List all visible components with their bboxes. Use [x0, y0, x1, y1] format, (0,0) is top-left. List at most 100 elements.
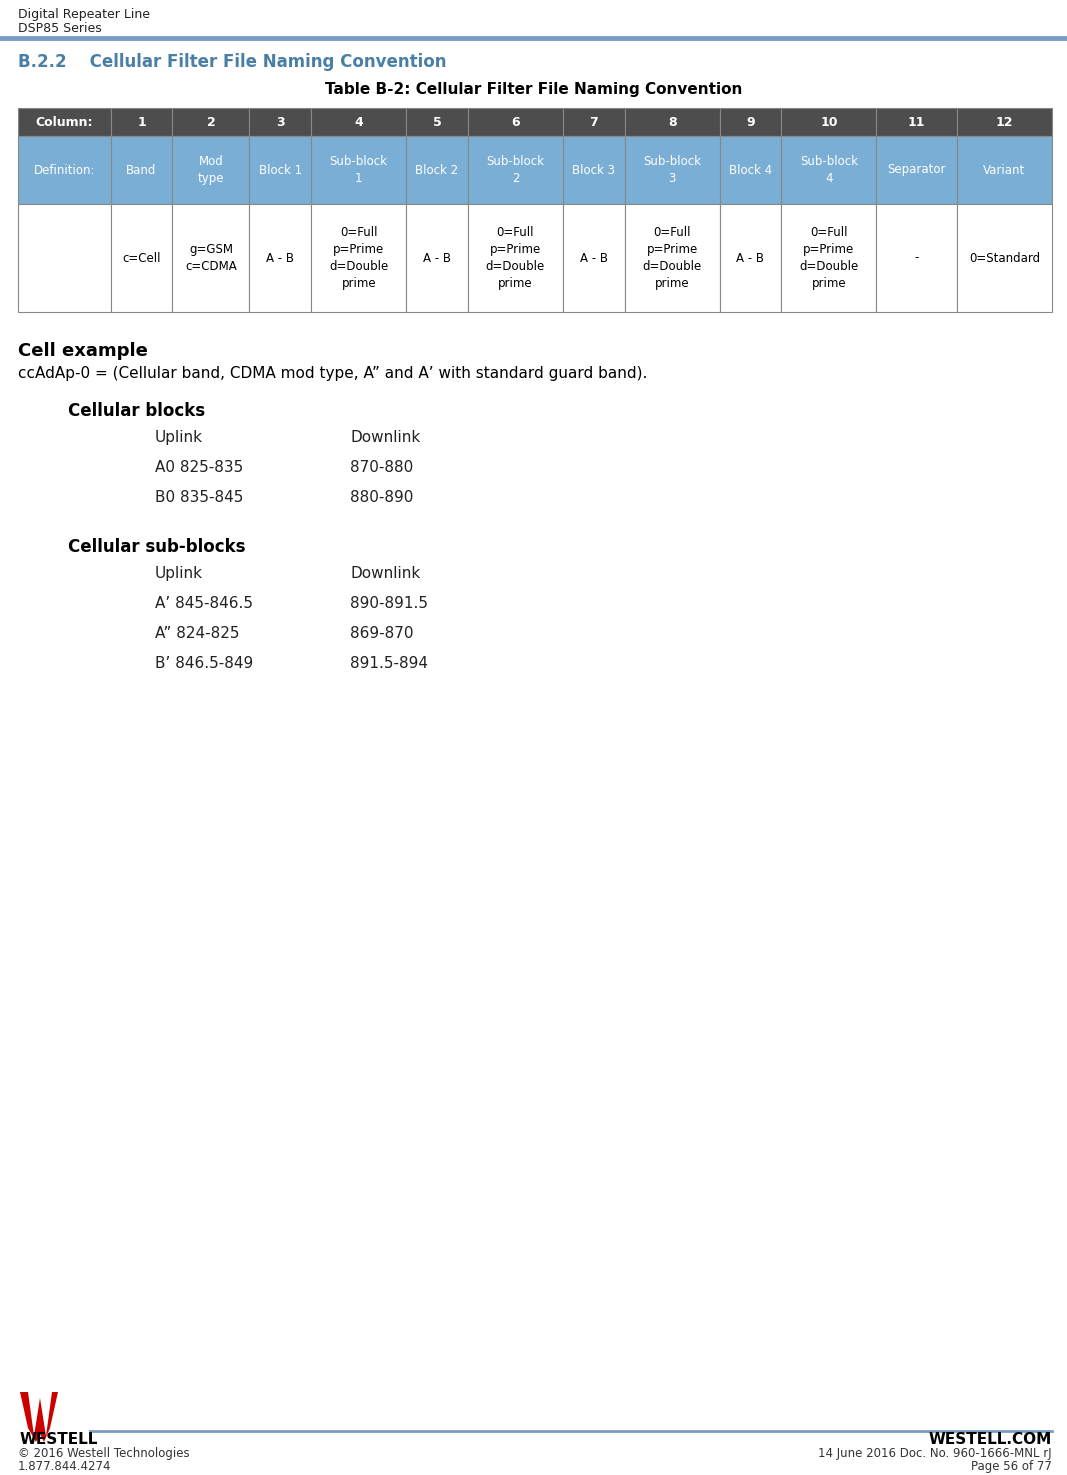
Text: Uplink: Uplink [155, 566, 203, 581]
Text: 0=Full
p=Prime
d=Double
prime: 0=Full p=Prime d=Double prime [329, 226, 388, 291]
Bar [781, 108, 876, 136]
Bar [18, 136, 111, 204]
Bar [312, 136, 407, 204]
Polygon shape [20, 1392, 58, 1443]
Bar [468, 108, 563, 136]
Text: Definition:: Definition: [33, 164, 95, 177]
Text: Sub-block
3: Sub-block 3 [643, 155, 701, 184]
Text: Block 2: Block 2 [415, 164, 459, 177]
Bar [624, 136, 719, 204]
Bar [781, 136, 876, 204]
Text: Block 3: Block 3 [572, 164, 616, 177]
Bar [173, 108, 250, 136]
Text: Table B-2: Cellular Filter File Naming Convention: Table B-2: Cellular Filter File Naming C… [324, 83, 743, 97]
Text: Mod
type: Mod type [197, 155, 224, 184]
Text: Digital Repeater Line: Digital Repeater Line [18, 7, 150, 21]
Bar [250, 204, 312, 313]
Bar [876, 136, 957, 204]
Bar [719, 204, 781, 313]
Text: 12: 12 [996, 115, 1014, 128]
Text: c=Cell: c=Cell [123, 252, 161, 264]
Text: Cellular blocks: Cellular blocks [68, 403, 205, 420]
Text: B’ 846.5-849: B’ 846.5-849 [155, 656, 253, 671]
Bar [563, 204, 624, 313]
Text: B.2.2    Cellular Filter File Naming Convention: B.2.2 Cellular Filter File Naming Conven… [18, 53, 446, 71]
Text: Band: Band [126, 164, 157, 177]
Bar [876, 108, 957, 136]
Bar [719, 108, 781, 136]
Text: 891.5-894: 891.5-894 [350, 656, 428, 671]
Bar [111, 204, 173, 313]
Text: A0 825-835: A0 825-835 [155, 460, 243, 475]
Text: 890-891.5: 890-891.5 [350, 596, 428, 611]
Text: DSP85 Series: DSP85 Series [18, 22, 101, 35]
Bar [781, 204, 876, 313]
Bar [250, 136, 312, 204]
Text: Page 56 of 77: Page 56 of 77 [971, 1460, 1052, 1474]
Text: 0=Full
p=Prime
d=Double
prime: 0=Full p=Prime d=Double prime [485, 226, 545, 291]
Text: WESTELL.COM: WESTELL.COM [928, 1432, 1052, 1447]
Text: 2: 2 [207, 115, 216, 128]
Bar [407, 108, 468, 136]
Text: 1: 1 [137, 115, 146, 128]
Bar [468, 204, 563, 313]
Bar [407, 136, 468, 204]
Text: B0 835-845: B0 835-845 [155, 490, 243, 504]
Text: 0=Full
p=Prime
d=Double
prime: 0=Full p=Prime d=Double prime [799, 226, 859, 291]
Bar [563, 136, 624, 204]
Bar [624, 108, 719, 136]
Bar [111, 108, 173, 136]
Text: 6: 6 [511, 115, 520, 128]
Text: 9: 9 [746, 115, 754, 128]
Text: 0=Standard: 0=Standard [969, 252, 1040, 264]
Text: WESTELL: WESTELL [20, 1432, 98, 1447]
Bar [957, 108, 1052, 136]
Text: 5: 5 [433, 115, 442, 128]
Bar [407, 204, 468, 313]
Text: 8: 8 [668, 115, 676, 128]
Text: Sub-block
2: Sub-block 2 [487, 155, 544, 184]
Text: Variant: Variant [984, 164, 1025, 177]
Bar [18, 108, 111, 136]
Text: 4: 4 [354, 115, 363, 128]
Bar [312, 204, 407, 313]
Bar [957, 136, 1052, 204]
Bar [18, 204, 111, 313]
Text: © 2016 Westell Technologies: © 2016 Westell Technologies [18, 1447, 190, 1460]
Text: 869-870: 869-870 [350, 625, 414, 642]
Text: 880-890: 880-890 [350, 490, 413, 504]
Bar [624, 204, 719, 313]
Text: A - B: A - B [579, 252, 608, 264]
Text: A’ 845-846.5: A’ 845-846.5 [155, 596, 253, 611]
Text: Sub-block
4: Sub-block 4 [800, 155, 858, 184]
Text: 0=Full
p=Prime
d=Double
prime: 0=Full p=Prime d=Double prime [642, 226, 702, 291]
Text: 14 June 2016 Doc. No. 960-1666-MNL rJ: 14 June 2016 Doc. No. 960-1666-MNL rJ [818, 1447, 1052, 1460]
Text: g=GSM
c=CDMA: g=GSM c=CDMA [185, 243, 237, 273]
Bar [111, 136, 173, 204]
Text: Block 4: Block 4 [729, 164, 773, 177]
Text: Cellular sub-blocks: Cellular sub-blocks [68, 538, 245, 556]
Text: 10: 10 [821, 115, 838, 128]
Text: Downlink: Downlink [350, 431, 420, 445]
Text: 7: 7 [589, 115, 599, 128]
Bar [312, 108, 407, 136]
Text: -: - [914, 252, 919, 264]
Text: Cell example: Cell example [18, 342, 148, 360]
Bar [563, 108, 624, 136]
Text: A - B: A - B [267, 252, 294, 264]
Bar [250, 108, 312, 136]
Text: Sub-block
1: Sub-block 1 [330, 155, 387, 184]
Text: 870-880: 870-880 [350, 460, 413, 475]
Text: 3: 3 [276, 115, 285, 128]
Bar [468, 136, 563, 204]
Text: Separator: Separator [888, 164, 946, 177]
Bar [173, 204, 250, 313]
Text: ccAdAp-0 = (Cellular band, CDMA mod type, A” and A’ with standard guard band).: ccAdAp-0 = (Cellular band, CDMA mod type… [18, 366, 648, 381]
Bar [957, 204, 1052, 313]
Text: Column:: Column: [35, 115, 93, 128]
Text: 1.877.844.4274: 1.877.844.4274 [18, 1460, 111, 1474]
Text: A” 824-825: A” 824-825 [155, 625, 239, 642]
Bar [719, 136, 781, 204]
Text: Block 1: Block 1 [259, 164, 302, 177]
Text: A - B: A - B [423, 252, 451, 264]
